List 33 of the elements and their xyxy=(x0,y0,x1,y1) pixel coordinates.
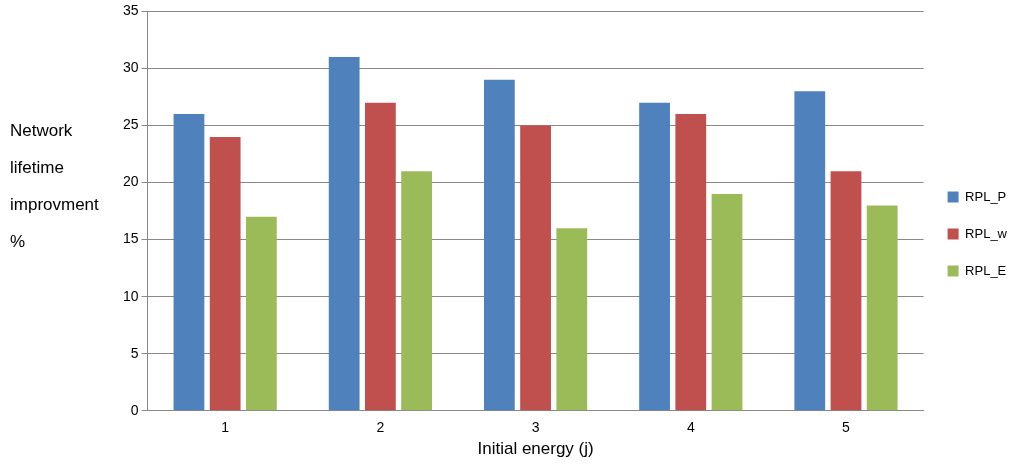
bar xyxy=(639,102,670,411)
y-tick-label: 10 xyxy=(122,287,139,304)
bar xyxy=(328,57,360,411)
y-axis-title: Network lifetime improvment % xyxy=(10,120,100,251)
x-tick-label: 4 xyxy=(686,419,695,436)
bar xyxy=(401,171,432,411)
y-tick-label: 35 xyxy=(122,2,139,19)
x-tick-label: 5 xyxy=(842,419,851,436)
bar xyxy=(556,228,588,411)
bar xyxy=(209,136,241,411)
y-tick-label: 15 xyxy=(122,230,139,247)
x-axis-title: Initial energy (j) xyxy=(477,439,594,459)
bar xyxy=(520,125,551,411)
bar xyxy=(711,193,743,411)
y-tick-label: 30 xyxy=(122,59,139,76)
x-tick-label: 2 xyxy=(376,419,385,436)
bar xyxy=(794,91,826,411)
x-tick-label: 3 xyxy=(531,419,540,436)
legend-label: RPL_E xyxy=(965,262,1007,278)
x-tick-label: 1 xyxy=(221,419,230,436)
bar xyxy=(483,79,515,411)
bar xyxy=(830,171,862,411)
bar xyxy=(675,114,707,411)
y-tick-label: 20 xyxy=(122,173,139,190)
bar xyxy=(246,216,277,411)
bar xyxy=(173,114,205,411)
legend-label: RPL_P xyxy=(965,188,1007,204)
y-tick-label: 25 xyxy=(122,116,139,133)
y-tick-label: 5 xyxy=(130,344,139,361)
bar xyxy=(866,205,898,411)
bar xyxy=(364,102,396,411)
y-tick-label: 0 xyxy=(130,401,139,418)
legend-label: RPL_w xyxy=(965,225,1008,241)
